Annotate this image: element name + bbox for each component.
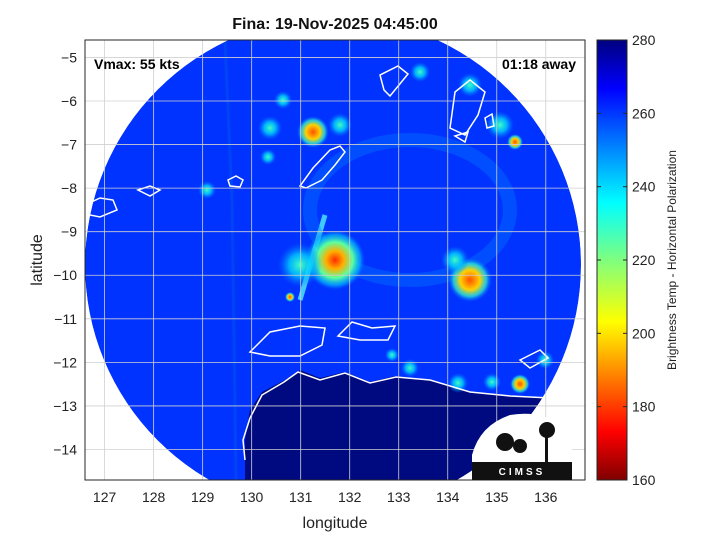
x-tick-label: 129 <box>191 489 215 505</box>
swath-group <box>85 40 585 480</box>
north-cell-2 <box>328 113 352 137</box>
ne-cell-4 <box>507 134 523 150</box>
coast-west-island <box>85 197 118 218</box>
y-tick-label: −9 <box>61 224 77 240</box>
x-tick-label: 127 <box>93 489 117 505</box>
x-tick-label: 128 <box>142 489 166 505</box>
scan-seam <box>223 40 238 480</box>
cimss-logo: CIMSS <box>472 413 572 480</box>
x-tick-label: 132 <box>338 489 362 505</box>
coast-peninsula-west <box>248 325 326 357</box>
north-cell-4 <box>274 91 292 109</box>
x-axis-label: longitude <box>303 515 368 532</box>
ne-cell-2 <box>458 73 482 97</box>
x-tick-label: 134 <box>436 489 460 505</box>
coast-cell-2 <box>448 373 468 393</box>
colorbar-tick-label: 220 <box>632 252 656 268</box>
x-tick-label: 135 <box>485 489 509 505</box>
west-cell <box>198 181 216 199</box>
coast-ne-island-2 <box>449 79 486 136</box>
chart-title: Fina: 19-Nov-2025 04:45:00 <box>232 16 438 33</box>
plot-frame <box>84 39 586 481</box>
north-convection <box>297 116 329 148</box>
coast-ne-island-3 <box>453 130 470 144</box>
grid <box>85 40 585 480</box>
ne-cell-1 <box>410 62 430 82</box>
x-tick-label: 136 <box>534 489 558 505</box>
coast-ne-island-4 <box>484 112 495 129</box>
y-tick-label: −6 <box>61 93 77 109</box>
north-cell-3 <box>258 116 282 140</box>
logo-text: CIMSS <box>499 467 546 478</box>
y-tick-label: −14 <box>53 442 77 458</box>
colorbar-tick-label: 180 <box>632 399 656 415</box>
north-cell-5 <box>260 149 276 165</box>
colorbar-tick-label: 200 <box>632 325 656 341</box>
coast-sw <box>85 437 136 480</box>
y-tick-label: −11 <box>54 311 77 327</box>
y-tick-label: −7 <box>61 137 77 153</box>
logo-banner <box>472 462 572 480</box>
outer-rainband <box>303 133 517 287</box>
y-tick-label: −8 <box>61 180 77 196</box>
x-tick-label: 131 <box>289 489 313 505</box>
coast-cell-1 <box>401 359 419 377</box>
streak-cell <box>285 292 295 302</box>
colorbar <box>596 39 628 481</box>
colorbar-tick-label: 240 <box>632 179 656 195</box>
colorbar-label: Brightness Temp - Horizontal Polarizatio… <box>665 150 679 370</box>
x-tick-label: 133 <box>387 489 411 505</box>
colorbar-tick-label: 160 <box>632 472 656 488</box>
core-west-band <box>278 243 322 287</box>
logo-dish-2 <box>513 439 527 453</box>
x-tick-label: 130 <box>240 489 264 505</box>
vmax-annotation: Vmax: 55 kts <box>94 56 180 72</box>
coast-north-island <box>298 145 346 189</box>
y-tick-label: −5 <box>61 49 77 65</box>
y-tick-label: −12 <box>53 354 77 370</box>
y-axis-label: latitude <box>29 234 46 286</box>
east-cell <box>441 246 469 274</box>
colorbar-tick-label: 280 <box>632 32 656 48</box>
coast-se-island <box>518 349 550 369</box>
y-tick-label: −13 <box>53 398 77 414</box>
logo-dish-1 <box>496 433 514 451</box>
colorbar-ticks: 160 180 200 220 240 260 280 <box>597 32 656 488</box>
coast-cell-4 <box>510 374 530 394</box>
coast-islet-2 <box>227 175 244 188</box>
logo-tower <box>545 430 548 462</box>
time-away-annotation: 01:18 away <box>502 56 576 72</box>
y-tick-labels: −5 −6 −7 −8 −9 −10 −11 −12 −13 −14 <box>53 49 77 457</box>
coast-cell-3 <box>483 373 501 391</box>
y-tick-label: −10 <box>53 267 77 283</box>
x-tick-labels: 127 128 129 130 131 132 133 134 135 136 <box>93 489 558 505</box>
coast-peninsula-east <box>336 321 397 341</box>
coast-islet-1 <box>136 185 162 197</box>
colorbar-tick-label: 260 <box>632 105 656 121</box>
coast-cell-6 <box>385 348 399 362</box>
logo-tower-top <box>539 422 555 438</box>
